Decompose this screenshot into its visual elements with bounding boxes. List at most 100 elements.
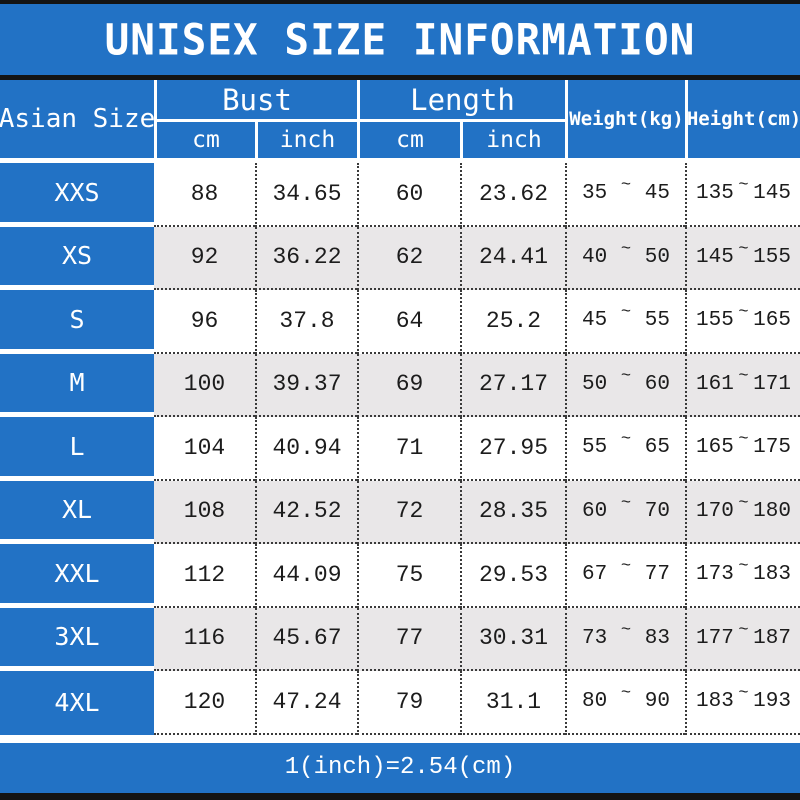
length-cm-value: 60 — [357, 163, 460, 227]
length-cm-value: 71 — [357, 417, 460, 481]
bust-cm-value: 120 — [154, 671, 255, 735]
height-range: 165 ~175 — [685, 417, 800, 481]
length-inch-value: 23.62 — [460, 163, 565, 227]
length-cm-value: 77 — [357, 607, 460, 671]
length-inch-value: 28.35 — [460, 480, 565, 544]
table-row: XXS 88 34.65 60 23.62 35 ~45 135 ~145 — [0, 163, 800, 227]
bust-inch-value: 34.65 — [255, 163, 357, 227]
tilde-glyph: ~ — [620, 620, 632, 640]
bust-cm-value: 92 — [154, 226, 255, 290]
height-range: 155 ~165 — [685, 290, 800, 354]
bust-inch-value: 37.8 — [255, 290, 357, 354]
table-row: XXL 112 44.09 75 29.53 67 ~77 173 ~183 — [0, 544, 800, 608]
size-label: XXS — [0, 163, 154, 227]
weight-range: 80 ~90 — [565, 671, 685, 735]
length-inch-value: 25.2 — [460, 290, 565, 354]
bust-cm-value: 112 — [154, 544, 255, 608]
tilde-glyph: ~ — [738, 176, 749, 196]
body-footer-gap — [0, 734, 800, 743]
size-label: L — [0, 417, 154, 481]
weight-range: 67 ~77 — [565, 544, 685, 608]
bottom-black-bar — [0, 792, 800, 800]
height-range: 170 ~180 — [685, 480, 800, 544]
tilde-glyph: ~ — [620, 366, 632, 386]
length-cm-value: 62 — [357, 226, 460, 290]
column-header-height: Height(cm) — [685, 80, 800, 158]
size-label: XXL — [0, 544, 154, 608]
footer-bar: 1(inch)=2.54(cm) — [0, 742, 800, 793]
column-header-weight: Weight(kg) — [565, 80, 685, 158]
tilde-glyph: ~ — [738, 493, 749, 513]
column-header-bust: Bust — [154, 80, 357, 119]
tilde-glyph: ~ — [738, 684, 749, 704]
bust-cm-value: 88 — [154, 163, 255, 227]
tilde-glyph: ~ — [620, 303, 632, 323]
size-label: M — [0, 353, 154, 417]
header-body-gap — [0, 158, 800, 163]
length-inch-value: 24.41 — [460, 226, 565, 290]
tilde-glyph: ~ — [738, 557, 749, 577]
tilde-glyph: ~ — [620, 684, 632, 704]
title-separator-bar — [0, 75, 800, 80]
tilde-glyph: ~ — [620, 430, 632, 450]
bust-inch-value: 36.22 — [255, 226, 357, 290]
tilde-glyph: ~ — [620, 493, 632, 513]
tilde-glyph: ~ — [738, 303, 749, 323]
length-inch-value: 29.53 — [460, 544, 565, 608]
height-range: 177 ~187 — [685, 607, 800, 671]
length-cm-value: 72 — [357, 480, 460, 544]
subheader-bust-cm: cm — [154, 119, 255, 158]
table-row: L 104 40.94 71 27.95 55 ~65 165 ~175 — [0, 417, 800, 481]
tilde-glyph: ~ — [738, 620, 749, 640]
bust-inch-value: 47.24 — [255, 671, 357, 735]
table-row: XL 108 42.52 72 28.35 60 ~70 170 ~180 — [0, 480, 800, 544]
length-cm-value: 69 — [357, 353, 460, 417]
length-cm-value: 75 — [357, 544, 460, 608]
weight-range: 40 ~50 — [565, 226, 685, 290]
height-range: 145 ~155 — [685, 226, 800, 290]
tilde-glyph: ~ — [620, 557, 632, 577]
tilde-glyph: ~ — [738, 366, 749, 386]
bust-cm-value: 104 — [154, 417, 255, 481]
table-header: Asian Size Bust Length Weight(kg) Height… — [0, 80, 800, 158]
column-header-asian-size: Asian Size — [0, 80, 154, 158]
table-body: XXS 88 34.65 60 23.62 35 ~45 135 ~145 XS 9… — [0, 163, 800, 735]
subheader-length-cm: cm — [357, 119, 460, 158]
bust-inch-value: 44.09 — [255, 544, 357, 608]
bust-inch-value: 42.52 — [255, 480, 357, 544]
size-label: XS — [0, 226, 154, 290]
table-row: M 100 39.37 69 27.17 50 ~60 161 ~171 — [0, 353, 800, 417]
weight-range: 60 ~70 — [565, 480, 685, 544]
page-title: UNISEX SIZE INFORMATION — [104, 14, 696, 65]
weight-range: 45 ~55 — [565, 290, 685, 354]
length-inch-value: 27.95 — [460, 417, 565, 481]
bust-inch-value: 39.37 — [255, 353, 357, 417]
subheader-bust-inch: inch — [255, 119, 357, 158]
size-label: S — [0, 290, 154, 354]
height-range: 135 ~145 — [685, 163, 800, 227]
subheader-length-inch: inch — [460, 119, 565, 158]
tilde-glyph: ~ — [620, 176, 632, 196]
table-row: S 96 37.8 64 25.2 45 ~55 155 ~165 — [0, 290, 800, 354]
bust-inch-value: 40.94 — [255, 417, 357, 481]
table-row: 3XL 116 45.67 77 30.31 73 ~83 177 ~187 — [0, 607, 800, 671]
bust-cm-value: 108 — [154, 480, 255, 544]
title-bar: UNISEX SIZE INFORMATION — [0, 4, 800, 75]
size-label: XL — [0, 480, 154, 544]
size-label: 3XL — [0, 607, 154, 671]
tilde-glyph: ~ — [738, 239, 749, 259]
top-black-bar — [0, 0, 800, 4]
length-inch-value: 27.17 — [460, 353, 565, 417]
bust-inch-value: 45.67 — [255, 607, 357, 671]
conversion-note: 1(inch)=2.54(cm) — [284, 754, 516, 781]
length-inch-value: 31.1 — [460, 671, 565, 735]
height-range: 183 ~193 — [685, 671, 800, 735]
table-row: 4XL 120 47.24 79 31.1 80 ~90 183 ~193 — [0, 671, 800, 735]
weight-range: 50 ~60 — [565, 353, 685, 417]
weight-range: 35 ~45 — [565, 163, 685, 227]
weight-range: 55 ~65 — [565, 417, 685, 481]
table-row: XS 92 36.22 62 24.41 40 ~50 145 ~155 — [0, 226, 800, 290]
length-inch-value: 30.31 — [460, 607, 565, 671]
length-cm-value: 64 — [357, 290, 460, 354]
